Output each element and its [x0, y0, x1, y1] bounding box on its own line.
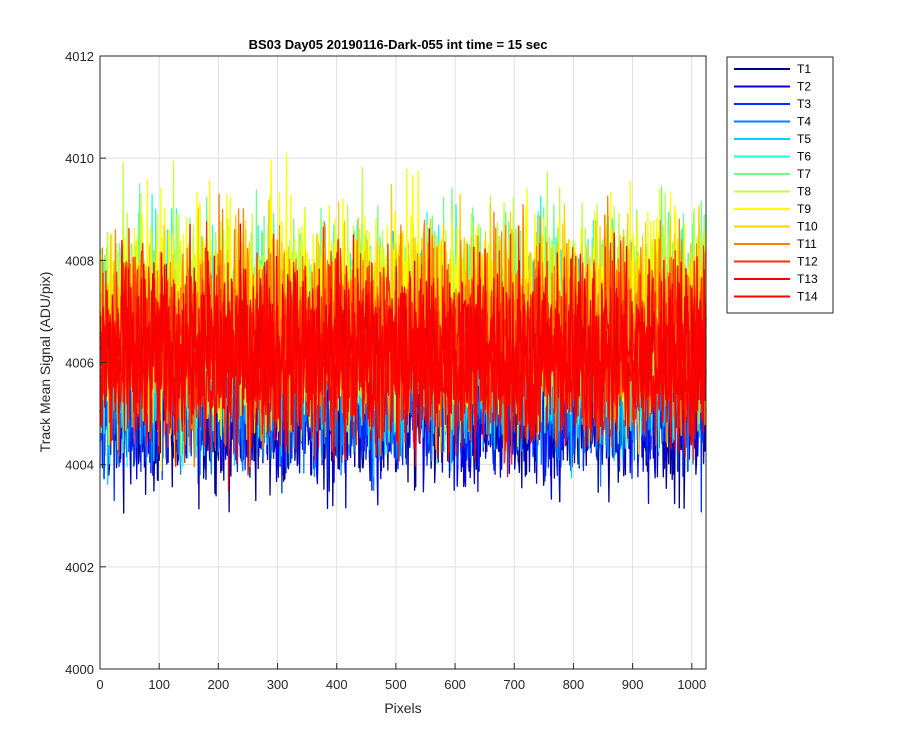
y-tick-label: 4004 — [65, 458, 94, 473]
x-tick-label: 0 — [96, 677, 103, 692]
x-tick-label: 700 — [503, 677, 525, 692]
x-tick-label: 300 — [267, 677, 289, 692]
legend-box — [726, 56, 834, 314]
x-tick-label: 100 — [148, 677, 170, 692]
series-line-t14 — [99, 234, 707, 493]
legend-label: T13 — [797, 272, 818, 286]
legend-label: T9 — [797, 202, 811, 216]
chart-title: BS03 Day05 20190116-Dark-055 int time = … — [249, 37, 548, 52]
legend-label: T1 — [797, 62, 811, 76]
x-tick-label: 900 — [622, 677, 644, 692]
y-tick-label: 4008 — [65, 253, 94, 268]
y-tick-label: 4012 — [65, 49, 94, 64]
legend-label: T6 — [797, 150, 811, 164]
legend-label: T12 — [797, 255, 818, 269]
legend-label: T8 — [797, 185, 811, 199]
legend: T1 T2 T3 T4 T5 T6 T7 T8 T9 T10 T11 T12 T13 T14 — [726, 56, 834, 314]
x-tick-label: 600 — [444, 677, 466, 692]
series-lines — [99, 153, 707, 514]
x-tick-label: 400 — [326, 677, 348, 692]
x-tick-label: 200 — [208, 677, 230, 692]
legend-label: T7 — [797, 167, 811, 181]
ticks: 0 100 200 300 400 500 600 700 800 900 1000 4000 4002… — [65, 49, 706, 692]
y-axis-title: Track Mean Signal (ADU/pix) — [37, 272, 53, 453]
y-tick-label: 4000 — [65, 662, 94, 677]
legend-label: T11 — [797, 237, 817, 251]
legend-label: T5 — [797, 132, 811, 146]
x-axis-title: Pixels — [384, 700, 421, 716]
y-tick-label: 4002 — [65, 560, 94, 575]
legend-label: T2 — [797, 80, 811, 94]
x-tick-label: 500 — [385, 677, 407, 692]
legend-label: T14 — [797, 290, 818, 304]
y-tick-label: 4010 — [65, 151, 94, 166]
legend-label: T10 — [797, 220, 818, 234]
x-tick-label: 800 — [563, 677, 585, 692]
y-tick-label: 4006 — [65, 356, 94, 371]
legend-label: T4 — [797, 115, 811, 129]
legend-label: T3 — [797, 97, 811, 111]
x-tick-label: 1000 — [677, 677, 706, 692]
